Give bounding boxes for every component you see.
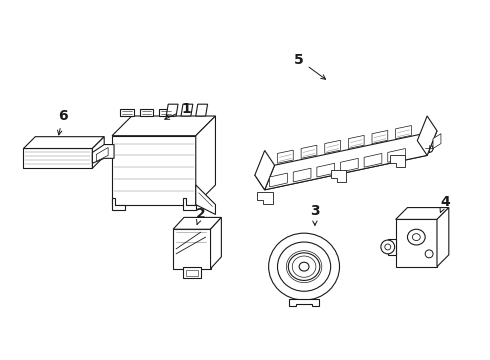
Polygon shape (140, 109, 153, 116)
Ellipse shape (299, 262, 309, 271)
Polygon shape (196, 116, 216, 204)
Polygon shape (166, 104, 178, 116)
Circle shape (187, 271, 190, 274)
Text: 4: 4 (440, 195, 450, 212)
Polygon shape (417, 116, 437, 156)
Polygon shape (211, 217, 221, 269)
Polygon shape (437, 208, 449, 267)
Polygon shape (24, 137, 104, 148)
Circle shape (381, 240, 394, 254)
Polygon shape (395, 208, 449, 219)
Polygon shape (270, 173, 287, 187)
Polygon shape (372, 130, 388, 144)
Circle shape (425, 145, 433, 152)
Polygon shape (317, 163, 335, 177)
Polygon shape (289, 299, 319, 306)
Polygon shape (173, 229, 211, 269)
Polygon shape (255, 150, 274, 190)
Polygon shape (277, 150, 293, 163)
Polygon shape (183, 198, 196, 210)
Polygon shape (183, 267, 201, 278)
Polygon shape (93, 137, 104, 168)
Circle shape (188, 203, 196, 210)
Polygon shape (265, 131, 437, 190)
Ellipse shape (277, 242, 331, 291)
Text: 2: 2 (196, 207, 206, 225)
Polygon shape (112, 116, 216, 136)
Polygon shape (331, 170, 346, 182)
Circle shape (115, 203, 122, 210)
Polygon shape (301, 145, 317, 158)
Polygon shape (395, 126, 412, 139)
Polygon shape (173, 217, 221, 229)
Circle shape (385, 244, 391, 250)
Polygon shape (112, 198, 125, 210)
Ellipse shape (413, 234, 420, 240)
Polygon shape (390, 156, 406, 167)
Polygon shape (395, 219, 437, 267)
Polygon shape (159, 109, 173, 116)
Polygon shape (388, 148, 406, 162)
Ellipse shape (408, 229, 425, 245)
Text: 6: 6 (57, 109, 68, 135)
Polygon shape (388, 239, 395, 255)
Circle shape (194, 271, 196, 274)
Polygon shape (348, 135, 364, 148)
Ellipse shape (269, 233, 340, 300)
Polygon shape (93, 145, 114, 163)
Polygon shape (364, 153, 382, 167)
Polygon shape (97, 148, 108, 161)
Polygon shape (255, 141, 427, 190)
Polygon shape (196, 104, 208, 116)
Text: 3: 3 (310, 203, 319, 225)
Polygon shape (293, 168, 311, 182)
Polygon shape (325, 140, 341, 153)
Polygon shape (186, 270, 198, 275)
Polygon shape (24, 148, 93, 168)
Polygon shape (433, 134, 441, 148)
Polygon shape (341, 158, 358, 172)
Polygon shape (257, 192, 272, 204)
Text: 1: 1 (165, 102, 191, 119)
Circle shape (425, 250, 433, 258)
Polygon shape (112, 136, 196, 204)
Polygon shape (196, 185, 216, 215)
Ellipse shape (288, 253, 320, 280)
Polygon shape (181, 104, 193, 116)
Polygon shape (120, 109, 134, 116)
Text: 5: 5 (294, 53, 325, 79)
